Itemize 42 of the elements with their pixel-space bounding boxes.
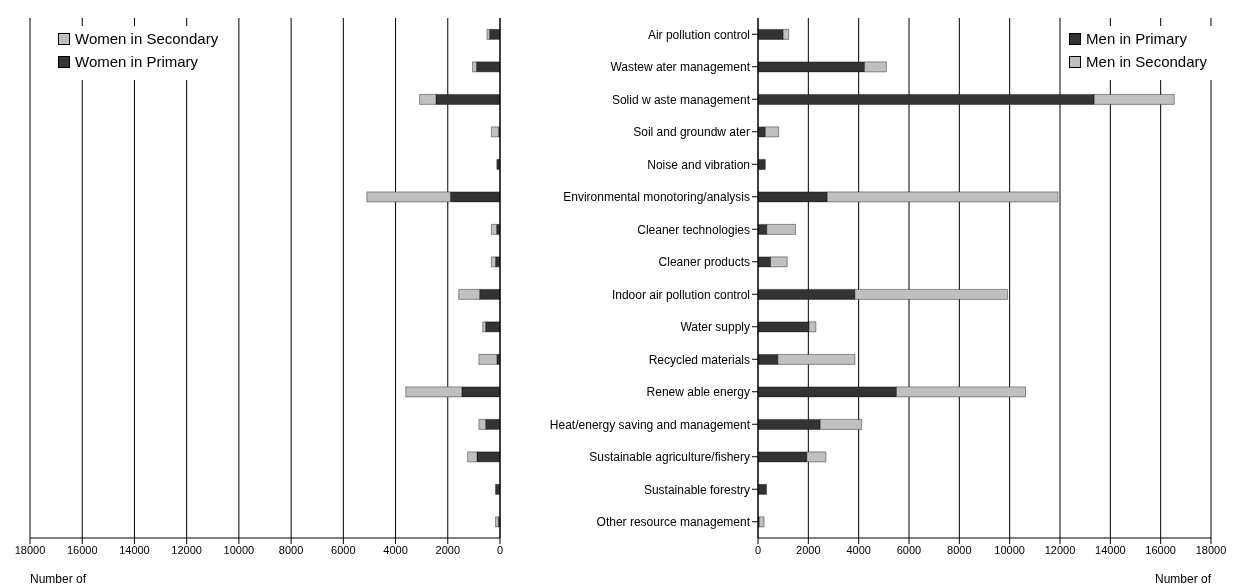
x-tick-label: 16000 — [1145, 543, 1176, 556]
y-tick-label: Soil and groundw ater — [633, 125, 750, 140]
x-tick-label: 12000 — [1044, 543, 1076, 556]
x-tick-label: 4000 — [383, 543, 408, 556]
y-tick-label: Cleaner products — [658, 255, 750, 270]
y-tick-label: Indoor air pollution control — [611, 287, 750, 302]
y-tick-label: Wastew ater management — [610, 60, 751, 75]
y-tick-label: Sustainable forestry — [643, 482, 750, 497]
x-tick-label: 0 — [496, 543, 504, 556]
legend-label: Women in Secondary — [75, 30, 219, 47]
x-tick-label: 10000 — [994, 543, 1025, 556]
x-tick-label: 10000 — [223, 543, 255, 556]
x-tick-label: 12000 — [171, 543, 202, 556]
x-tick-label: 2000 — [435, 543, 461, 556]
x-tick-label: 2000 — [796, 543, 821, 556]
legend-label: Men in Secondary — [1086, 53, 1207, 70]
x-tick-label: 18000 — [14, 543, 46, 556]
x-tick-label: 8000 — [278, 543, 304, 556]
x-tick-label: 6000 — [331, 543, 356, 556]
x-axis-title: Number of — [1154, 572, 1212, 585]
y-tick-label: Other resource management — [596, 515, 751, 530]
y-tick-label: Solid w aste management — [611, 92, 751, 107]
y-tick-label: Environmental monotoring/analysis — [563, 190, 750, 205]
x-tick-label: 16000 — [66, 543, 98, 556]
x-tick-label: 4000 — [846, 543, 871, 556]
x-tick-label: 6000 — [896, 543, 922, 556]
x-tick-label: 0 — [754, 543, 762, 556]
y-tick-label: Recycled materials — [648, 352, 750, 367]
y-tick-label: Air pollution control — [647, 27, 750, 42]
legend-label: Men in Primary — [1086, 30, 1187, 47]
x-tick-label: 14000 — [119, 543, 150, 556]
x-axis-title: Number of — [30, 572, 87, 585]
x-tick-label: 14000 — [1095, 543, 1126, 556]
y-tick-label: Sustainable agriculture/fishery — [589, 450, 750, 465]
y-tick-label: Cleaner technologies — [637, 222, 750, 237]
y-tick-label: Renew able energy — [646, 385, 750, 400]
legend-label: Women in Primary — [75, 53, 199, 70]
x-tick-label: 18000 — [1195, 543, 1227, 556]
y-tick-label: Noise and vibration — [647, 157, 750, 172]
x-tick-label: 8000 — [947, 543, 972, 556]
y-tick-label: Heat/energy saving and management — [549, 417, 751, 432]
y-tick-label: Water supply — [680, 320, 750, 335]
